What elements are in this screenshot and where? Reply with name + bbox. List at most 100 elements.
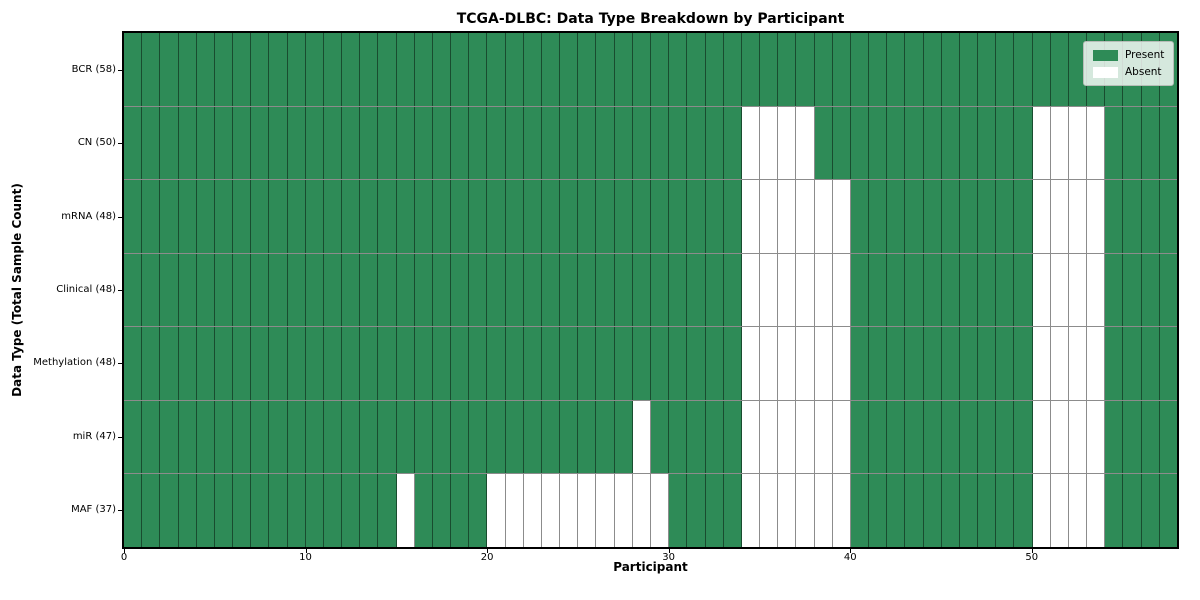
cell-BCR-p1-present — [142, 33, 161, 106]
cell-MAF-p10-present — [305, 474, 324, 548]
heatmap-row-Clinical — [124, 253, 1177, 328]
cell-Clinical-p11-present — [323, 253, 343, 327]
cell-mRNA-p8-present — [269, 180, 288, 253]
cell-BCR-p35-present — [760, 33, 779, 106]
cell-miR-p10-present — [305, 400, 324, 474]
cell-Methylation-p57-present — [1159, 327, 1177, 400]
cell-MAF-p39-absent — [832, 474, 851, 548]
cell-CN-p29-present — [650, 106, 670, 180]
x-axis-title: Participant — [613, 560, 688, 574]
cell-mRNA-p15-present — [396, 180, 415, 253]
cell-BCR-p49-present — [1014, 33, 1033, 106]
cell-CN-p9-present — [287, 106, 306, 180]
cell-mRNA-p38-absent — [814, 180, 833, 253]
cell-BCR-p30-present — [669, 33, 688, 106]
cell-miR-p2-present — [160, 400, 179, 474]
cell-MAF-p48-present — [996, 474, 1015, 548]
cell-Clinical-p52-absent — [1068, 253, 1088, 327]
cell-mRNA-p27-present — [614, 180, 633, 253]
cell-mRNA-p44-present — [923, 180, 942, 253]
cell-CN-p52-absent — [1068, 106, 1088, 180]
cell-BCR-p9-present — [287, 33, 306, 106]
cell-Clinical-p16-present — [414, 253, 433, 327]
x-tick-label-20: 20 — [480, 552, 494, 563]
cell-CN-p14-present — [378, 106, 397, 180]
cell-mRNA-p11-present — [323, 180, 343, 253]
cell-miR-p42-present — [887, 400, 906, 474]
cell-MAF-p35-absent — [760, 474, 779, 548]
cell-BCR-p37-present — [796, 33, 815, 106]
present-swatch-icon — [1093, 49, 1118, 61]
cell-CN-p0-present — [124, 106, 143, 180]
cell-miR-p52-absent — [1068, 400, 1088, 474]
cell-miR-p38-absent — [814, 400, 833, 474]
cell-CN-p19-present — [469, 106, 488, 180]
cell-MAF-p11-present — [323, 474, 343, 548]
cell-Clinical-p50-absent — [1032, 253, 1051, 327]
cell-Clinical-p2-present — [160, 253, 179, 327]
cell-Methylation-p32-present — [705, 327, 724, 400]
heatmap-row-BCR — [124, 33, 1177, 107]
cell-Methylation-p52-absent — [1068, 327, 1088, 400]
cell-MAF-p45-present — [941, 474, 960, 548]
cell-MAF-p47-present — [978, 474, 997, 548]
x-tick-mark — [305, 549, 307, 553]
cell-miR-p51-absent — [1050, 400, 1069, 474]
x-tick-label-50: 50 — [1025, 552, 1039, 563]
cell-mRNA-p17-present — [432, 180, 452, 253]
cell-MAF-p42-present — [887, 474, 906, 548]
cell-mRNA-p53-absent — [1087, 180, 1106, 253]
cell-CN-p47-present — [978, 106, 997, 180]
cell-CN-p4-present — [196, 106, 215, 180]
cell-miR-p26-present — [596, 400, 615, 474]
cell-MAF-p16-present — [414, 474, 433, 548]
cell-miR-p44-present — [923, 400, 942, 474]
cell-MAF-p22-absent — [523, 474, 542, 548]
cell-BCR-p8-present — [269, 33, 288, 106]
cell-mRNA-p45-present — [941, 180, 960, 253]
cell-MAF-p32-present — [705, 474, 724, 548]
cell-MAF-p28-absent — [632, 474, 651, 548]
cell-miR-p0-present — [124, 400, 143, 474]
cell-mRNA-p57-present — [1159, 180, 1177, 253]
cell-MAF-p19-present — [469, 474, 488, 548]
y-tick-label-Methylation: Methylation (48) — [33, 357, 116, 369]
cell-mRNA-p7-present — [251, 180, 270, 253]
y-tick-label-BCR: BCR (58) — [71, 63, 116, 75]
cell-BCR-p38-present — [814, 33, 833, 106]
cell-CN-p2-present — [160, 106, 179, 180]
cell-CN-p13-present — [360, 106, 379, 180]
cell-miR-p27-present — [614, 400, 633, 474]
cell-miR-p29-present — [650, 400, 670, 474]
cell-miR-p37-absent — [796, 400, 815, 474]
cell-Methylation-p5-present — [214, 327, 234, 400]
cell-miR-p41-present — [869, 400, 888, 474]
cell-Methylation-p25-present — [578, 327, 597, 400]
cell-MAF-p6-present — [233, 474, 252, 548]
cell-CN-p49-present — [1014, 106, 1033, 180]
cell-BCR-p10-present — [305, 33, 324, 106]
cell-CN-p57-present — [1159, 106, 1177, 180]
cell-mRNA-p43-present — [905, 180, 924, 253]
cell-MAF-p43-present — [905, 474, 924, 548]
cell-BCR-p16-present — [414, 33, 433, 106]
cell-CN-p8-present — [269, 106, 288, 180]
cell-MAF-p5-present — [214, 474, 234, 548]
cell-BCR-p34-present — [741, 33, 761, 106]
cell-Clinical-p12-present — [342, 253, 361, 327]
cell-CN-p41-present — [869, 106, 888, 180]
cell-MAF-p4-present — [196, 474, 215, 548]
cell-mRNA-p42-present — [887, 180, 906, 253]
cell-MAF-p56-present — [1141, 474, 1160, 548]
heatmap-plot-area — [122, 31, 1179, 549]
y-tick-label-MAF: MAF (37) — [71, 504, 116, 516]
cell-Methylation-p14-present — [378, 327, 397, 400]
cell-BCR-p20-present — [487, 33, 506, 106]
cell-Clinical-p47-present — [978, 253, 997, 327]
cell-BCR-p6-present — [233, 33, 252, 106]
cell-CN-p39-present — [832, 106, 851, 180]
cell-Clinical-p46-present — [959, 253, 979, 327]
cell-mRNA-p23-present — [541, 180, 561, 253]
cell-Methylation-p46-present — [959, 327, 979, 400]
cell-Clinical-p27-present — [614, 253, 633, 327]
